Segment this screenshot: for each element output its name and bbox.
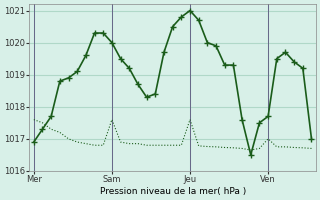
X-axis label: Pression niveau de la mer( hPa ): Pression niveau de la mer( hPa ) — [100, 187, 246, 196]
